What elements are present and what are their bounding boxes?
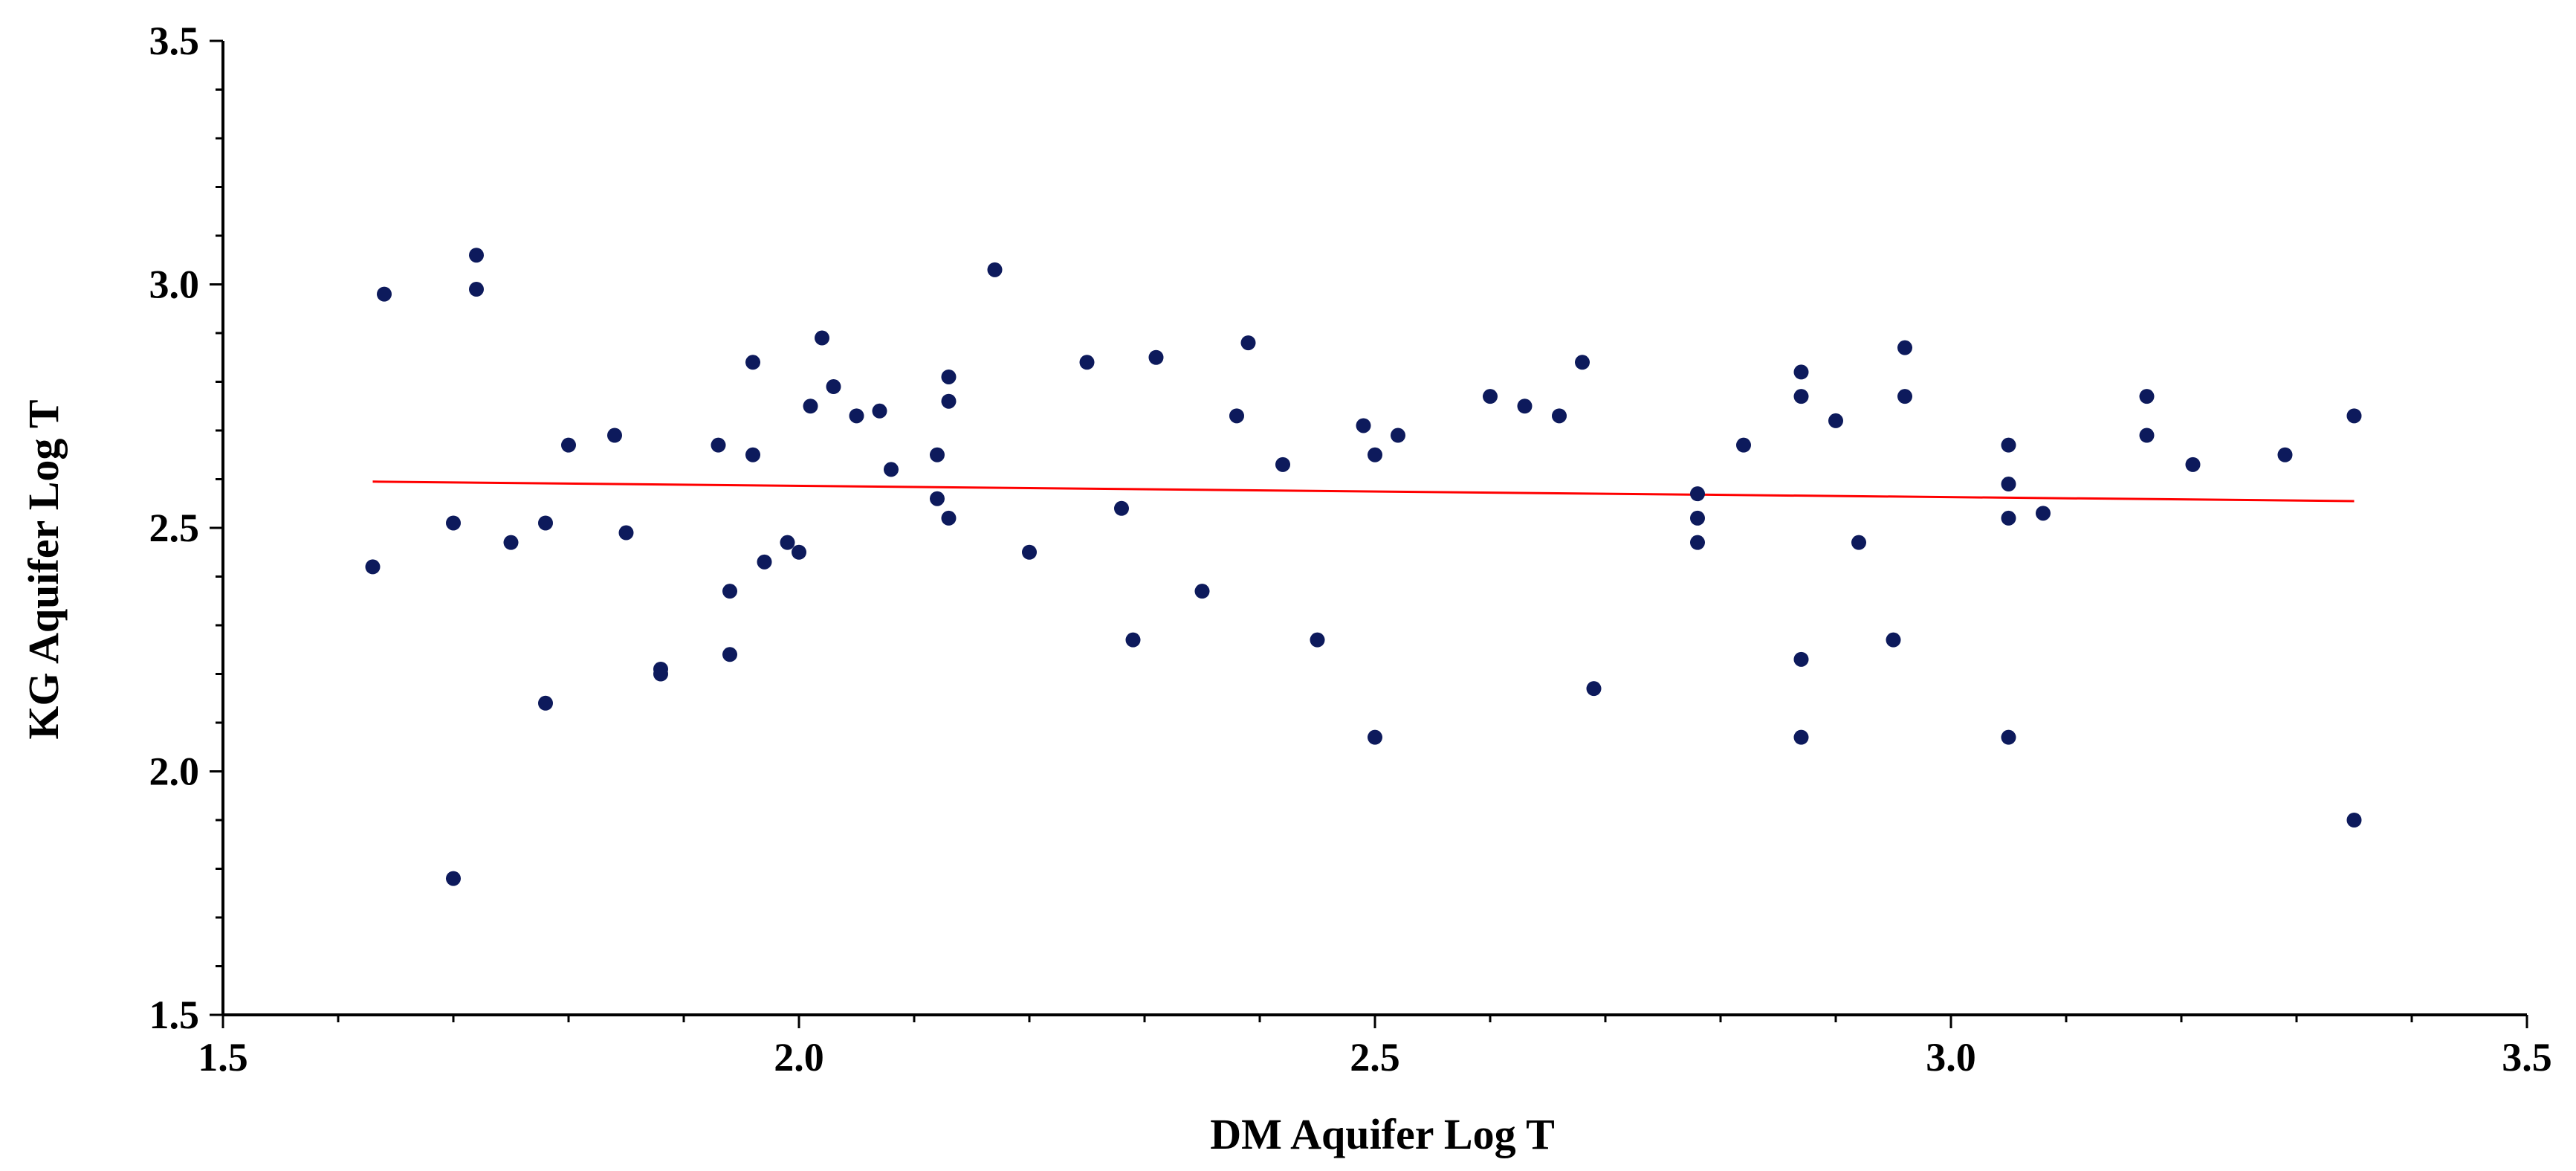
x-tick-label: 2.5 bbox=[1350, 1035, 1400, 1080]
data-point bbox=[653, 666, 668, 682]
data-point bbox=[2001, 477, 2016, 492]
x-tick-label: 3.0 bbox=[1926, 1035, 1976, 1080]
data-point bbox=[1690, 486, 1705, 502]
data-point bbox=[1851, 535, 1866, 550]
y-axis-title: KG Aquifer Log T bbox=[19, 399, 68, 739]
data-point bbox=[2277, 447, 2293, 462]
data-point bbox=[1897, 389, 1912, 404]
data-point bbox=[1897, 340, 1912, 355]
x-axis-title: DM Aquifer Log T bbox=[1210, 1110, 1555, 1158]
data-point bbox=[941, 369, 957, 384]
data-point bbox=[2036, 506, 2051, 521]
data-point bbox=[1690, 535, 1705, 550]
data-point bbox=[1517, 399, 1533, 414]
plot-area bbox=[365, 248, 2362, 886]
data-point bbox=[2001, 437, 2016, 453]
data-point bbox=[1793, 729, 1809, 745]
data-point bbox=[2139, 389, 2155, 404]
data-point bbox=[941, 510, 957, 526]
data-point bbox=[2001, 510, 2016, 526]
data-point bbox=[1356, 418, 1371, 433]
data-point bbox=[503, 535, 519, 550]
x-tick-label: 2.0 bbox=[774, 1035, 824, 1080]
data-point bbox=[1368, 729, 1382, 745]
data-point bbox=[365, 559, 381, 575]
data-point bbox=[469, 282, 484, 297]
data-point bbox=[872, 403, 887, 419]
data-point bbox=[618, 525, 634, 541]
data-point bbox=[1828, 413, 1843, 428]
data-point bbox=[469, 248, 484, 263]
data-point bbox=[538, 515, 553, 531]
data-point bbox=[2346, 813, 2362, 828]
data-point bbox=[1310, 632, 1325, 648]
data-point bbox=[1114, 500, 1129, 516]
data-point bbox=[2139, 428, 2155, 443]
y-tick-label: 2.5 bbox=[149, 506, 200, 550]
data-point bbox=[722, 584, 737, 599]
trendline bbox=[372, 480, 2355, 503]
data-point bbox=[1793, 364, 1809, 380]
data-point bbox=[2346, 408, 2362, 424]
data-point bbox=[1125, 632, 1141, 648]
data-point bbox=[941, 393, 957, 409]
data-point bbox=[987, 262, 1003, 277]
data-point bbox=[930, 491, 945, 506]
data-point bbox=[1886, 632, 1901, 648]
axes: 1.5 2.0 2.5 3.0 3.5 1.5 2.0 2.5 3.0 3.5 bbox=[149, 19, 2552, 1080]
data-point bbox=[446, 871, 461, 886]
data-point bbox=[1022, 544, 1037, 560]
data-point bbox=[780, 535, 795, 550]
data-point bbox=[849, 408, 864, 424]
data-point bbox=[1552, 408, 1567, 424]
data-point bbox=[826, 379, 841, 395]
data-point bbox=[1275, 457, 1290, 472]
data-point bbox=[1391, 428, 1405, 443]
data-point bbox=[722, 647, 737, 662]
data-point bbox=[1079, 355, 1095, 370]
data-point bbox=[561, 437, 576, 453]
y-tick-label: 3.5 bbox=[149, 19, 200, 63]
x-tick-label: 1.5 bbox=[198, 1035, 248, 1080]
data-point bbox=[1229, 408, 1244, 424]
data-point bbox=[792, 544, 806, 560]
data-point bbox=[711, 437, 726, 453]
data-point bbox=[2185, 457, 2201, 472]
y-tick-label: 2.0 bbox=[149, 749, 200, 794]
data-point bbox=[815, 330, 829, 346]
data-point bbox=[1148, 349, 1164, 365]
data-point bbox=[607, 428, 622, 443]
data-point bbox=[1736, 437, 1751, 453]
y-tick-label: 3.0 bbox=[149, 262, 200, 307]
data-point bbox=[745, 447, 760, 462]
data-point bbox=[1194, 584, 1210, 599]
data-point bbox=[930, 447, 945, 462]
data-point bbox=[1793, 651, 1809, 667]
data-point bbox=[2001, 729, 2016, 745]
data-point bbox=[1575, 355, 1590, 370]
data-point bbox=[377, 286, 392, 302]
data-point bbox=[1690, 510, 1705, 526]
data-point bbox=[538, 695, 553, 711]
data-point bbox=[1368, 447, 1382, 462]
data-point bbox=[1586, 681, 1602, 697]
data-point bbox=[884, 462, 899, 477]
x-tick-label: 3.5 bbox=[2502, 1035, 2552, 1080]
data-point bbox=[757, 554, 772, 570]
data-point bbox=[803, 399, 818, 414]
data-point bbox=[1240, 335, 1256, 351]
data-point bbox=[1793, 389, 1809, 404]
y-tick-label: 1.5 bbox=[149, 993, 200, 1037]
data-point bbox=[1483, 389, 1498, 404]
data-point bbox=[446, 515, 461, 531]
data-point bbox=[745, 355, 760, 370]
